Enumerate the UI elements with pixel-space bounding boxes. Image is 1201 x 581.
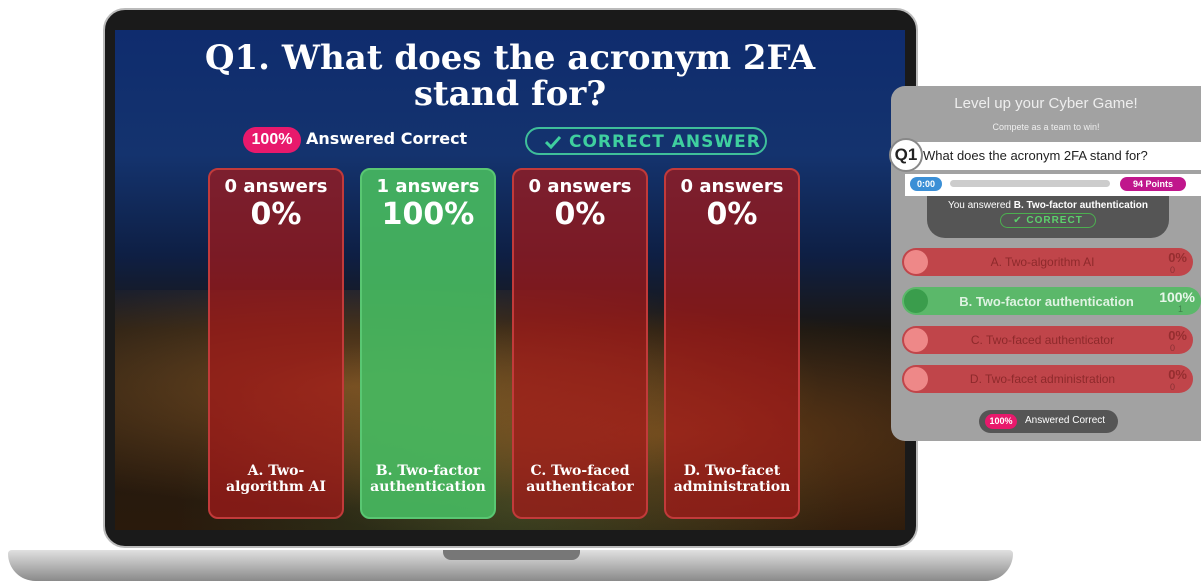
- option-icon: [904, 328, 928, 352]
- option-percent: 100%: [1159, 289, 1195, 305]
- panel-question: What does the acronym 2FA stand for?: [923, 148, 1148, 163]
- answer-count: 0 answers: [210, 176, 342, 197]
- laptop-notch: [443, 550, 580, 560]
- answer-count: 0 answers: [666, 176, 798, 197]
- answer-percent: 0%: [210, 197, 342, 232]
- option-label: C. Two-faced authenticator: [942, 333, 1143, 347]
- option-icon: [904, 250, 928, 274]
- panel-answered-correct: Answered Correct: [1025, 415, 1105, 426]
- timer: 0:00: [910, 177, 942, 191]
- answer-percent: 0%: [666, 197, 798, 232]
- answer-percent: 0%: [514, 197, 646, 232]
- answer: B. Two-factor authentication: [1014, 200, 1148, 211]
- option-count: 1: [1178, 304, 1183, 314]
- option-label: D. Two-facet administration: [942, 372, 1143, 386]
- option-count: 0: [1170, 382, 1175, 392]
- question-title: Q1. What does the acronym 2FA stand for?: [150, 40, 870, 112]
- option-row: B. Two-factor authentication 100%1: [902, 287, 1201, 315]
- answer-label: B. Two-factor authentication: [368, 463, 488, 495]
- option-row: A. Two-algorithm AI 0%0: [902, 248, 1193, 276]
- correct-answer-box: CORRECT ANSWER: [525, 127, 767, 155]
- check-icon: [545, 135, 561, 149]
- correct-answer-label: CORRECT ANSWER: [569, 132, 761, 152]
- question-number: Q1: [889, 138, 923, 172]
- answer-box: You answered B. Two-factor authenticatio…: [927, 196, 1169, 238]
- option-count: 0: [1170, 343, 1175, 353]
- answered-pill: 100% Answered Correct: [979, 410, 1118, 433]
- option-label: B. Two-factor authentication: [942, 294, 1151, 309]
- option-label: A. Two-algorithm AI: [942, 255, 1143, 269]
- answered-correct: Answered Correct: [306, 129, 467, 148]
- panel-subheading: Compete as a team to win!: [891, 122, 1201, 132]
- answer-label: D. Two-facet administration: [672, 463, 792, 495]
- result: CORRECT: [1026, 215, 1082, 226]
- option-icon: [904, 289, 928, 313]
- option-percent: 0%: [1168, 367, 1187, 382]
- option-row: C. Two-faced authenticator 0%0: [902, 326, 1193, 354]
- panel-percent: 100%: [985, 414, 1017, 429]
- option-icon: [904, 367, 928, 391]
- answer-count: 0 answers: [514, 176, 646, 197]
- answer-percent: 100%: [362, 197, 494, 232]
- panel-heading: Level up your Cyber Game!: [891, 95, 1201, 112]
- option-percent: 0%: [1168, 328, 1187, 343]
- answer-label: C. Two-faced authenticator: [520, 463, 640, 495]
- timer-track: [950, 180, 1110, 187]
- points: 94 Points: [1120, 177, 1186, 191]
- page: Q1. What does the acronym 2FA stand for?…: [0, 0, 1201, 581]
- option-count: 0: [1170, 265, 1175, 275]
- result-badge: ✔ CORRECT: [1000, 213, 1096, 228]
- answer-label: A. Two-algorithm AI: [216, 463, 336, 495]
- answer-count: 1 answers: [362, 176, 494, 197]
- option-percent: 0%: [1168, 250, 1187, 265]
- option-row: D. Two-facet administration 0%0: [902, 365, 1193, 393]
- percent-badge: 100%: [243, 127, 301, 153]
- you-answered: You answered: [948, 200, 1011, 211]
